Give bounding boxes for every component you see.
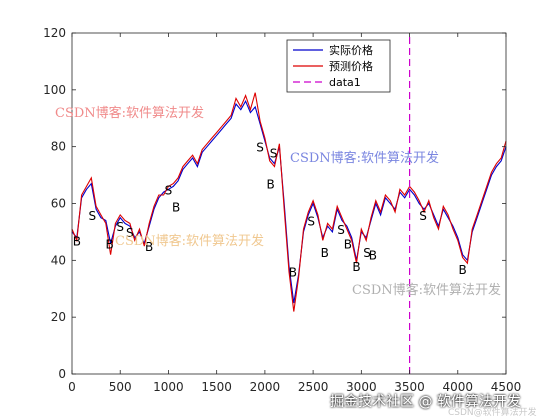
x-tick-label: 1000 [153, 380, 184, 394]
sell-marker: S [307, 215, 315, 229]
y-tick-label: 20 [51, 310, 66, 324]
buy-marker: B [145, 240, 153, 254]
series-layer [71, 33, 507, 374]
sell-marker: S [256, 141, 264, 155]
x-tick-label: 2500 [298, 380, 329, 394]
buy-marker: B [458, 263, 466, 277]
sell-marker: S [337, 223, 345, 237]
buy-marker: B [73, 234, 81, 248]
sell-marker: S [270, 146, 278, 160]
x-tick-label: 4000 [443, 380, 474, 394]
y-tick-label: 100 [43, 83, 66, 97]
buy-marker: B [321, 246, 329, 260]
buy-marker: B [369, 249, 377, 263]
series-line-1 [71, 92, 507, 312]
x-tick-label: 4500 [491, 380, 522, 394]
buy-marker: B [344, 237, 352, 251]
buy-marker: B [352, 260, 360, 274]
x-tick-label: 500 [109, 380, 132, 394]
legend-label: 预测价格 [329, 59, 373, 73]
sell-marker: S [419, 209, 427, 223]
y-tick-label: 40 [51, 253, 66, 267]
footer-watermark: 掘金技术社区 @ 软件算法开发 [330, 394, 521, 410]
x-tick-label: 0 [68, 380, 76, 394]
y-tick-label: 80 [51, 140, 66, 154]
buy-marker: B [172, 200, 180, 214]
x-tick-label: 2000 [250, 380, 281, 394]
x-tick-label: 3000 [346, 380, 377, 394]
buy-marker: B [105, 237, 113, 251]
sell-marker: S [88, 209, 96, 223]
buy-marker: B [289, 266, 297, 280]
y-tick-label: 120 [43, 26, 66, 40]
sell-marker: S [165, 183, 173, 197]
footer-sub-watermark: CSDN@软件算法开发 [448, 408, 537, 418]
axes-layer: 0 500 1000 1500 2000 2500 3000 3500 4000 4500 0 20 4… [43, 26, 521, 394]
sell-marker: S [116, 220, 124, 234]
y-tick-label: 60 [51, 197, 66, 211]
sell-marker: S [126, 226, 134, 240]
y-tick-label: 0 [58, 367, 66, 381]
x-tick-label: 1500 [201, 380, 232, 394]
legend-label: data1 [329, 76, 361, 89]
buy-marker: B [267, 178, 275, 192]
legend-label: 实际价格 [329, 43, 373, 57]
x-tick-label: 3500 [394, 380, 425, 394]
sell-marker: S [363, 246, 371, 260]
